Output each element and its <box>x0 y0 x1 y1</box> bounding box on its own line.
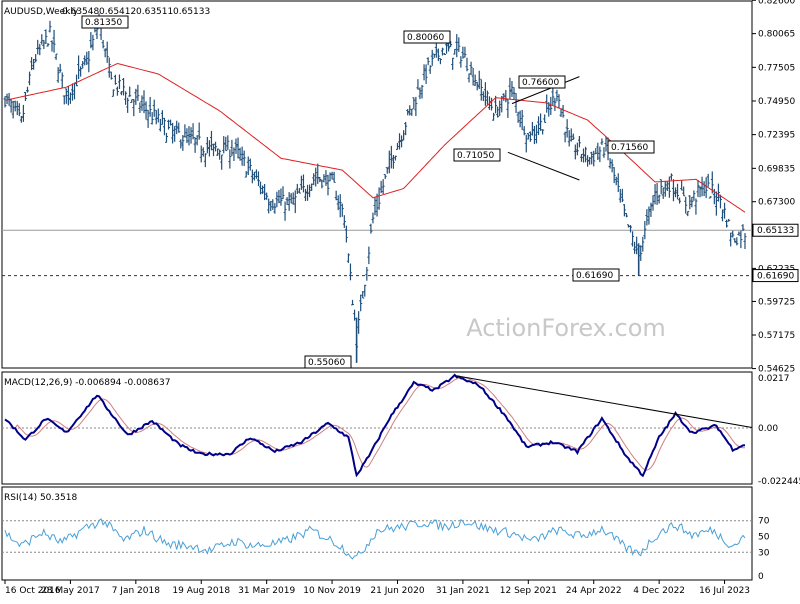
current-price-tag <box>752 223 799 237</box>
x-tick-label: 16 Jul 2023 <box>699 586 750 596</box>
support-price-label: 0.61690 <box>757 272 794 282</box>
price-annotation-label: 0.76600 <box>522 78 559 88</box>
price-y-tick-label: 0.72395 <box>758 131 795 141</box>
x-tick-label: 31 Jan 2021 <box>436 586 490 596</box>
x-tick-label: 4 Dec 2022 <box>633 586 685 596</box>
x-tick-label: 28 May 2017 <box>41 586 100 596</box>
rsi-panel-frame <box>1 486 753 581</box>
price-y-tick-label: 0.54625 <box>758 365 795 375</box>
rsi-title: RSI(14) 50.3518 <box>4 493 77 503</box>
channel-lower-trendline <box>507 151 580 181</box>
price-y-tick-label: 0.77505 <box>758 63 795 73</box>
price-y-tick-label: 0.74950 <box>758 97 795 107</box>
price-annotation-box <box>518 75 566 89</box>
rsi-y-tick-label: 50 <box>758 533 770 543</box>
macd-y-tick-label: -0.022445 <box>758 477 800 487</box>
rsi-y-tick-label: 30 <box>758 548 770 558</box>
current-price-label: 0.65133 <box>757 226 794 236</box>
x-tick-label: 31 Mar 2019 <box>238 586 295 596</box>
price-annotation-box <box>607 140 655 154</box>
watermark-text: ActionForex.com <box>466 314 666 342</box>
price-annotation-label: 0.71050 <box>457 151 494 161</box>
price-annotation-label: 0.55060 <box>308 358 345 368</box>
rsi-y-tick-label: 70 <box>758 517 770 527</box>
price-annotation-box <box>304 355 352 369</box>
macd-trendline <box>454 375 753 429</box>
ohlc-high: 0.65412 <box>99 7 136 17</box>
x-tick-label: 24 Apr 2022 <box>566 586 622 596</box>
x-tick-label: 7 Jan 2018 <box>112 586 160 596</box>
macd-title: MACD(12,26,9) -0.006894 -0.008637 <box>4 378 170 388</box>
price-annotation-label: 0.71560 <box>611 143 648 153</box>
ohlc-open: 0.63548 <box>62 7 99 17</box>
price-y-tick-label: 0.82600 <box>758 0 795 6</box>
x-tick-label: 21 Jun 2020 <box>370 586 424 596</box>
price-annotation-label: 0.61690 <box>576 271 613 281</box>
rsi-line <box>4 518 746 560</box>
macd-signal-line <box>4 376 745 471</box>
x-tick-label: 16 Oct 2016 <box>5 586 61 596</box>
x-tick-label: 12 Sep 2021 <box>500 586 557 596</box>
price-annotation-box <box>453 148 501 162</box>
price-y-tick-label: 0.57175 <box>758 331 795 341</box>
moving-average-line <box>4 62 746 213</box>
support-price-tag <box>752 269 799 283</box>
macd-y-tick-label: 0.00 <box>758 424 778 434</box>
ohlc-close: 0.65133 <box>173 7 210 17</box>
x-tick-label: 19 Aug 2018 <box>172 586 230 596</box>
price-annotation-box <box>572 268 620 282</box>
price-chart-title: AUDUSD,Weekly <box>4 7 79 17</box>
rsi-y-tick-label: 0 <box>758 572 764 582</box>
ohlc-low: 0.63511 <box>136 7 173 17</box>
price-annotation-box <box>403 30 451 44</box>
price-annotation-box <box>81 15 129 29</box>
channel-upper-trendline <box>511 76 580 105</box>
macd-y-tick-label: 0.0217 <box>758 374 790 384</box>
price-y-tick-label: 0.69835 <box>758 164 795 174</box>
price-y-tick-label: 0.67300 <box>758 198 795 208</box>
macd-line <box>4 373 746 478</box>
price-annotation-label: 0.80060 <box>407 33 444 43</box>
price-panel-frame <box>1 0 753 369</box>
price-y-tick-label: 0.80065 <box>758 30 795 40</box>
price-annotation-label: 0.81350 <box>85 18 122 28</box>
x-tick-label: 10 Nov 2019 <box>303 586 361 596</box>
price-y-tick-label: 0.59725 <box>758 297 795 307</box>
